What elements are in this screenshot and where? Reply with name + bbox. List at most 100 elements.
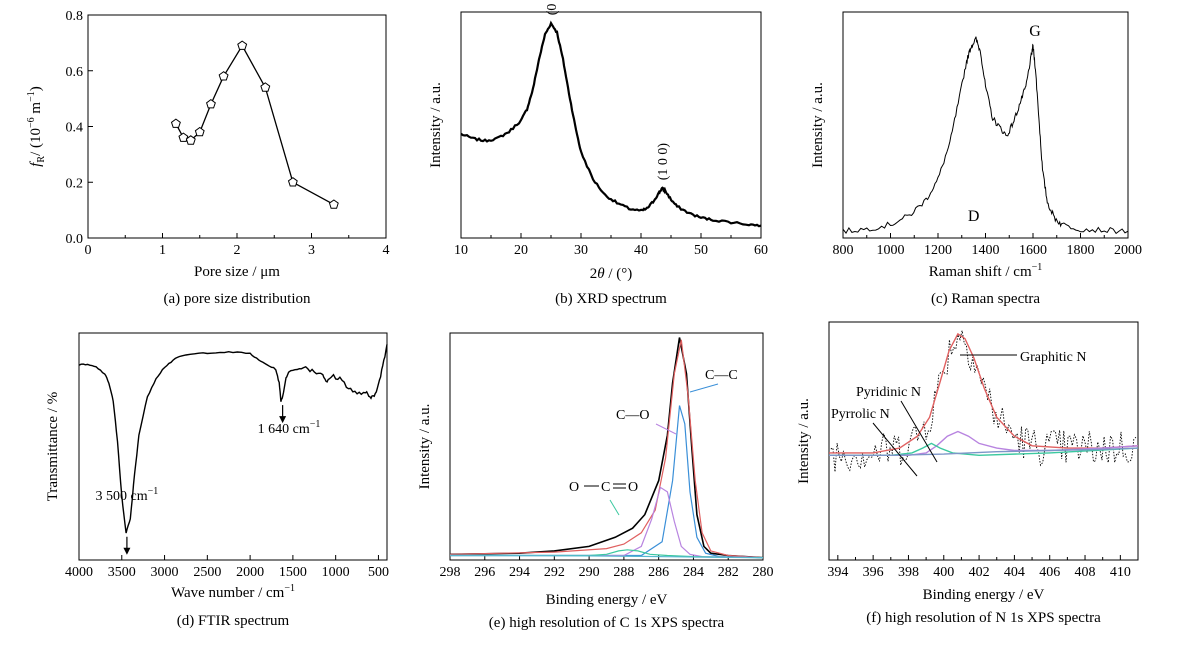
label-part: −1: [310, 419, 321, 430]
x-tick-label: 1600: [1019, 243, 1047, 258]
plot-frame-b: [460, 11, 762, 239]
label-part: ): [28, 86, 44, 91]
x-tick-label: 2500: [193, 565, 221, 580]
x-tick-label: 50: [694, 243, 708, 258]
label-part: O: [569, 480, 579, 495]
x-tick-label: 402: [969, 565, 990, 580]
x-tick-label: 2000: [236, 565, 264, 580]
label-part: m: [28, 102, 44, 118]
x-tick-label: 0: [85, 243, 92, 258]
data-point: [170, 118, 181, 128]
x-tick-label: 20: [514, 243, 528, 258]
peak-label: (1 0 0): [656, 143, 671, 181]
x-tick-label: 294: [509, 565, 530, 580]
x-tick-label: 400: [933, 565, 954, 580]
label-part: −1: [148, 486, 159, 497]
label-pyrrolic-leader: [872, 422, 918, 477]
x-tick-label: 4: [383, 243, 390, 258]
x-tick-label: 4000: [65, 565, 93, 580]
xps-n-series-3: [829, 442, 1139, 457]
x-tick-label: 408: [1075, 565, 1096, 580]
y-tick-label: 0.6: [66, 65, 84, 80]
label-co: C—O: [616, 408, 649, 423]
y-axis-label: Intensity / a.u.: [796, 398, 812, 484]
panel-e: 298 296 294 292 290 288 286 284 282 280 Binding en…: [417, 332, 774, 631]
panel-b: 10 20 30 40 50 60 2θ / (°) Intensity / a.u. (0 0…: [428, 0, 768, 307]
peak-label: (0 0 2): [545, 0, 560, 15]
x-tick-label: 290: [579, 565, 600, 580]
x-axis-label: Binding energy / eV: [546, 592, 668, 608]
label-part: 3 500 cm: [96, 489, 148, 504]
panel-c: 800 1000 1200 1400 1600 1800 2000 Raman shift /…: [810, 11, 1142, 307]
data-point: [287, 177, 298, 187]
label-oco-oxygen: O: [628, 480, 638, 495]
x-axis-label: Pore size / μm: [194, 264, 280, 280]
label-cc-arrow: [689, 383, 719, 393]
y-tick-label: 0.8: [66, 9, 84, 24]
panel-a: 0 1 2 3 4 0.0 0.2 0.4 0.6 0.8 Pore size / μm fR/ (1…: [26, 9, 390, 307]
x-tick-label: 406: [1039, 565, 1060, 580]
label-part: −6: [26, 117, 37, 128]
label-pyridinic-n: Pyridinic N: [856, 385, 921, 400]
y-tick-label: 0.0: [66, 232, 84, 247]
label-part: −1: [284, 583, 295, 594]
label-cc: C—C: [705, 368, 738, 383]
data-point: [178, 132, 189, 142]
label-part: −1: [1032, 262, 1043, 273]
panel-caption: (a) pore size distribution: [163, 291, 311, 307]
xps-n-measured: [830, 330, 1137, 472]
x-axis-label: Binding energy / eV: [923, 587, 1045, 603]
x-tick-label: 500: [368, 565, 389, 580]
x-axis-label: 2θ / (°): [590, 266, 633, 282]
label-part: / (10: [28, 128, 44, 156]
label-co-arrow: [655, 423, 677, 435]
y-axis-label: Intensity / a.u.: [810, 82, 826, 168]
data-point: [328, 199, 339, 209]
x-tick-label: 394: [827, 565, 848, 580]
x-tick-label: 286: [648, 565, 669, 580]
annotation-arrowhead: [123, 547, 131, 555]
data-point: [194, 126, 205, 137]
xps-c-series-0: [449, 337, 764, 559]
label-part: 1 640 cm: [258, 422, 310, 437]
peak-label: G: [1029, 23, 1041, 40]
x-tick-label: 284: [683, 565, 704, 580]
data-point: [218, 71, 229, 81]
plot-frame-f: [828, 321, 1139, 561]
xps-n-series-4: [829, 447, 1139, 456]
label-part: 2: [590, 266, 598, 282]
panel-caption: (d) FTIR spectrum: [177, 613, 290, 629]
ftir-curve: [78, 344, 388, 534]
label-part: Raman shift / cm: [929, 264, 1032, 280]
x-tick-label: 3500: [108, 565, 136, 580]
panel-caption: (f) high resolution of N 1s XPS spectra: [866, 610, 1101, 626]
x-tick-label: 1000: [322, 565, 350, 580]
x-tick-label: 404: [1004, 565, 1025, 580]
peak-annotation: 3 500 cm−1: [96, 486, 159, 504]
x-tick-label: 298: [440, 565, 461, 580]
xps-n-series-1: [829, 332, 1139, 454]
series-line: [175, 44, 335, 206]
y-axis-label: Intensity / a.u.: [417, 404, 433, 490]
y-tick-label: 0.2: [66, 176, 84, 191]
x-axis-label: Raman shift / cm−1: [929, 262, 1043, 280]
plot-frame-d: [78, 332, 388, 561]
label-part: f: [28, 161, 44, 167]
x-tick-label: 296: [474, 565, 495, 580]
raman-curve: [842, 36, 1129, 235]
x-tick-label: 1800: [1067, 243, 1095, 258]
data-point: [237, 40, 248, 50]
xps-c-series-5: [450, 554, 764, 559]
label-part: O: [628, 480, 638, 495]
y-axis-label: Transmittance / %: [45, 392, 61, 501]
panel-caption: (b) XRD spectrum: [555, 291, 667, 307]
label-pyridinic-leader: [900, 400, 938, 463]
panel-caption: (c) Raman spectra: [931, 291, 1040, 307]
panel-caption: (e) high resolution of C 1s XPS spectra: [489, 615, 725, 631]
x-axis-label: Wave number / cm−1: [171, 583, 295, 601]
label-oco-carbon: C: [601, 480, 610, 495]
peak-label: D: [968, 208, 980, 225]
x-tick-label: 40: [634, 243, 648, 258]
data-point: [260, 82, 271, 92]
